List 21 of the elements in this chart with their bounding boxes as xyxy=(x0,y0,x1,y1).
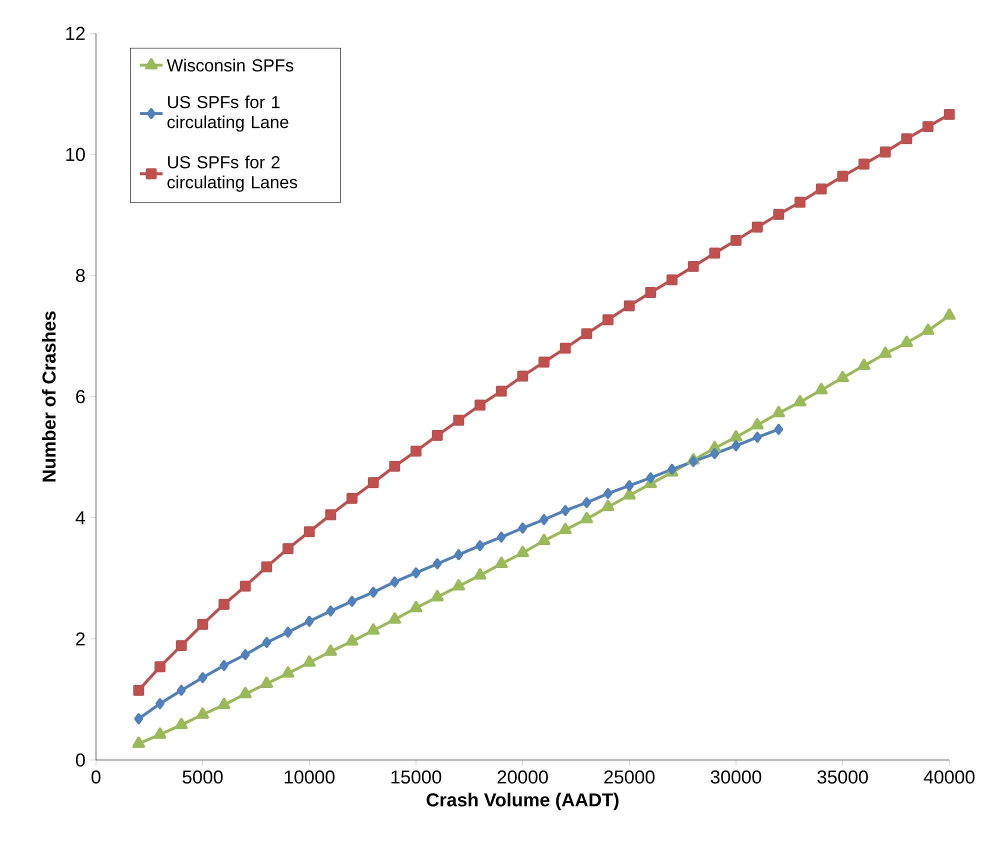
legend-label: US SPFs for 2 circulating Lanes xyxy=(167,156,298,192)
x-axis-title: Crash Volume (AADT) xyxy=(426,792,619,810)
y-axis-title: Number of Crashes xyxy=(42,312,56,482)
x-tick-label: 25000 xyxy=(604,770,655,784)
x-tick-label: 35000 xyxy=(817,770,868,784)
y-tick-label: 0 xyxy=(76,754,85,767)
y-tick-label: 4 xyxy=(76,512,86,524)
y-tick-label: 12 xyxy=(66,26,85,40)
x-tick-label: 0 xyxy=(92,770,100,784)
y-tick-label: 2 xyxy=(76,632,85,646)
y-tick-label: 6 xyxy=(76,390,85,404)
x-tick-label: 30000 xyxy=(710,770,762,784)
x-tick-label: 40000 xyxy=(924,770,975,784)
x-tick-label: 20000 xyxy=(498,770,548,784)
x-tick-label: 10000 xyxy=(284,770,335,784)
y-tick-label: 8 xyxy=(76,269,85,282)
y-tick-label: 10 xyxy=(66,148,85,162)
legend-label: US SPFs for 1 circulating Lane xyxy=(167,96,288,132)
x-tick-label: 15000 xyxy=(391,770,442,784)
legend-label: Wisconsin SPFs xyxy=(166,58,294,72)
x-tick-label: 5000 xyxy=(182,770,223,784)
